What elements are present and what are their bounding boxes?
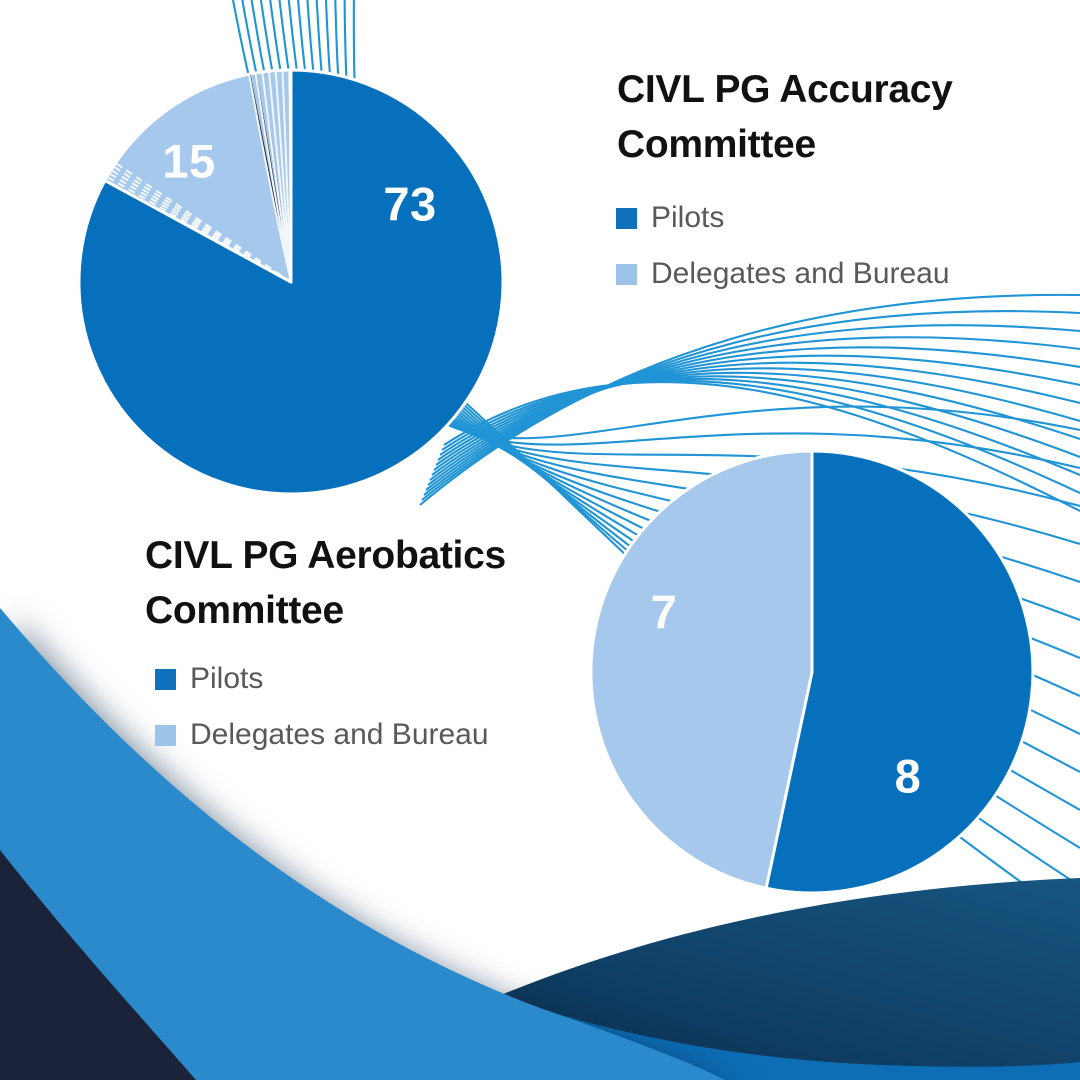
swoosh-line <box>427 346 1080 486</box>
swoosh-line <box>433 367 1080 471</box>
pie-aerobatics-pilots-slice <box>764 449 1035 895</box>
chart2-legend: Pilots Delegates and Bureau <box>155 662 489 752</box>
chart2-legend-item-delegates: Delegates and Bureau <box>155 718 489 752</box>
swoosh-line <box>425 336 1080 491</box>
legend-swatch-light-icon <box>155 724 176 746</box>
chart1-legend-item-delegates: Delegates and Bureau <box>616 257 950 291</box>
chart2-legend-label-delegates: Delegates and Bureau <box>190 718 489 751</box>
chart2-title: CIVL PG Aerobatics Committee <box>145 528 506 638</box>
chart1-legend-label-delegates: Delegates and Bureau <box>651 257 950 290</box>
pie-accuracy-pilots-slice <box>77 68 505 496</box>
swoosh-line <box>435 371 1080 466</box>
chart2-legend-item-pilots: Pilots <box>155 662 489 696</box>
chart2-pilots-value-label: 8 <box>894 749 922 803</box>
chart1-legend-label-pilots: Pilots <box>651 201 725 234</box>
swoosh-line <box>114 162 292 282</box>
swoosh-line <box>443 381 1080 512</box>
chart2-title-line1: CIVL PG Aerobatics <box>145 534 506 577</box>
legend-swatch-dark-icon <box>155 668 176 690</box>
swoosh-line <box>437 375 1080 461</box>
chart1-title: CIVL PG Accuracy Committee <box>617 62 953 172</box>
swoosh-line <box>286 70 292 282</box>
legend-swatch-light-icon <box>616 263 637 285</box>
chart1-title-line2: Committee <box>617 123 816 166</box>
swoosh-line <box>441 379 1080 494</box>
wave-bright-blue <box>0 608 725 1080</box>
pie-aerobatics-committee <box>589 449 1035 895</box>
chart1-pilots-value-label: 73 <box>383 177 437 231</box>
chart2-delegates-value-label: 7 <box>650 585 678 639</box>
swoosh-line <box>278 70 292 282</box>
swoosh-line <box>110 169 292 282</box>
chart1-legend-item-pilots: Pilots <box>616 201 950 235</box>
legend-swatch-dark-icon <box>616 207 637 229</box>
pie-aerobatics-delegates-slice <box>589 449 814 890</box>
swoosh-line <box>423 324 1080 496</box>
swoosh-line <box>243 70 292 282</box>
swoosh-line <box>431 361 1080 476</box>
swoosh-line <box>439 377 1080 476</box>
swoosh-line <box>106 175 292 282</box>
chart1-title-line1: CIVL PG Accuracy <box>617 68 953 111</box>
chart1-legend: Pilots Delegates and Bureau <box>616 201 950 291</box>
swoosh-line <box>269 70 292 282</box>
chart1-delegates-value-label: 15 <box>162 134 216 188</box>
chart2-title-line2: Committee <box>145 589 344 632</box>
swoosh-lines-upper-arc <box>419 293 1080 512</box>
swoosh-line <box>260 70 292 282</box>
swoosh-line <box>429 354 1080 481</box>
swoosh-line <box>112 165 292 282</box>
wave-navy-corner <box>0 850 196 1080</box>
chart2-legend-label-pilots: Pilots <box>190 662 264 695</box>
swoosh-line <box>108 172 292 282</box>
